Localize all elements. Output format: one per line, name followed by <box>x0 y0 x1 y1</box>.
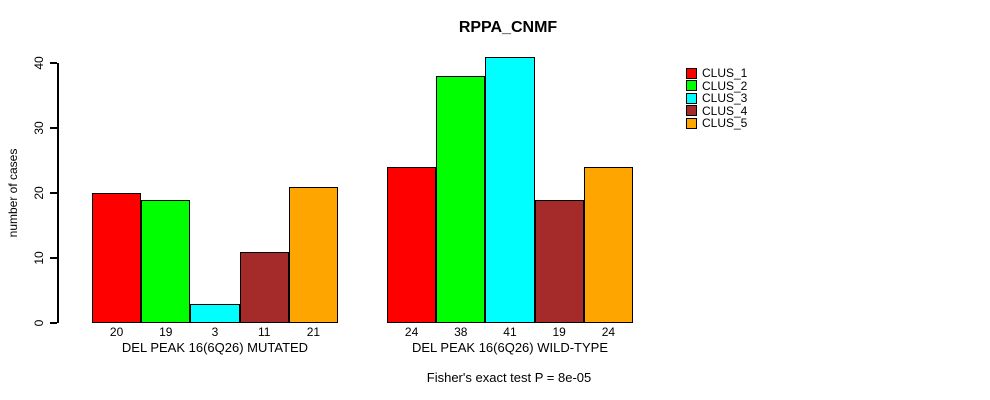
bar-value-label: 24 <box>601 325 616 339</box>
legend-swatch-clus_4 <box>686 105 697 117</box>
y-tick-mark <box>50 257 57 259</box>
legend-swatch-clus_3 <box>686 92 697 104</box>
bar-clus_2-group1 <box>141 199 191 323</box>
group-label: DEL PEAK 16(6Q26) WILD-TYPE <box>411 340 609 355</box>
legend-label: CLUS_2 <box>702 78 748 93</box>
bar-clus_5-group2 <box>583 167 633 323</box>
y-axis-label: number of cases <box>6 148 20 238</box>
y-tick-label: 0 <box>32 319 46 327</box>
bar-value-label: 19 <box>552 325 566 339</box>
legend-label: CLUS_3 <box>702 91 748 106</box>
y-tick-label: 10 <box>32 251 46 265</box>
legend-swatch-clus_1 <box>686 67 697 79</box>
bar-value-label: 3 <box>211 325 219 339</box>
y-tick-label: 40 <box>32 56 46 70</box>
chart-title: RPPA_CNMF <box>458 19 558 36</box>
bar-value-label: 19 <box>159 325 173 339</box>
legend-label: CLUS_4 <box>702 103 748 118</box>
y-axis-line <box>57 63 59 323</box>
group-label: DEL PEAK 16(6Q26) MUTATED <box>121 340 309 355</box>
y-tick-mark <box>50 192 57 194</box>
y-tick-mark <box>50 127 57 129</box>
legend-label: CLUS_5 <box>702 116 748 131</box>
bar-clus_1-group1 <box>92 193 142 323</box>
bar-clus_1-group2 <box>387 167 437 323</box>
y-tick-label: 30 <box>32 121 46 135</box>
bar-clus_3-group1 <box>190 303 240 323</box>
bar-value-label: 38 <box>454 325 468 339</box>
bar-clus_2-group2 <box>436 76 486 323</box>
bar-value-label: 41 <box>503 325 517 339</box>
bar-clus_3-group2 <box>485 56 535 323</box>
bar-value-label: 24 <box>404 325 419 339</box>
legend-label: CLUS_1 <box>702 66 748 80</box>
y-tick-mark <box>50 62 57 64</box>
bar-value-label: 20 <box>109 325 124 339</box>
bar-clus_4-group2 <box>534 199 584 323</box>
bar-value-label: 21 <box>306 325 321 339</box>
y-tick-label: 20 <box>32 186 46 200</box>
bar-clus_4-group1 <box>239 251 289 323</box>
footnote-fisher-test: Fisher's exact test P = 8e-05 <box>426 370 592 385</box>
y-tick-mark <box>50 322 57 324</box>
legend-swatch-clus_5 <box>686 117 697 129</box>
legend-swatch-clus_2 <box>686 80 697 92</box>
bar-value-label: 11 <box>257 325 271 339</box>
bar-clus_5-group1 <box>288 186 338 323</box>
